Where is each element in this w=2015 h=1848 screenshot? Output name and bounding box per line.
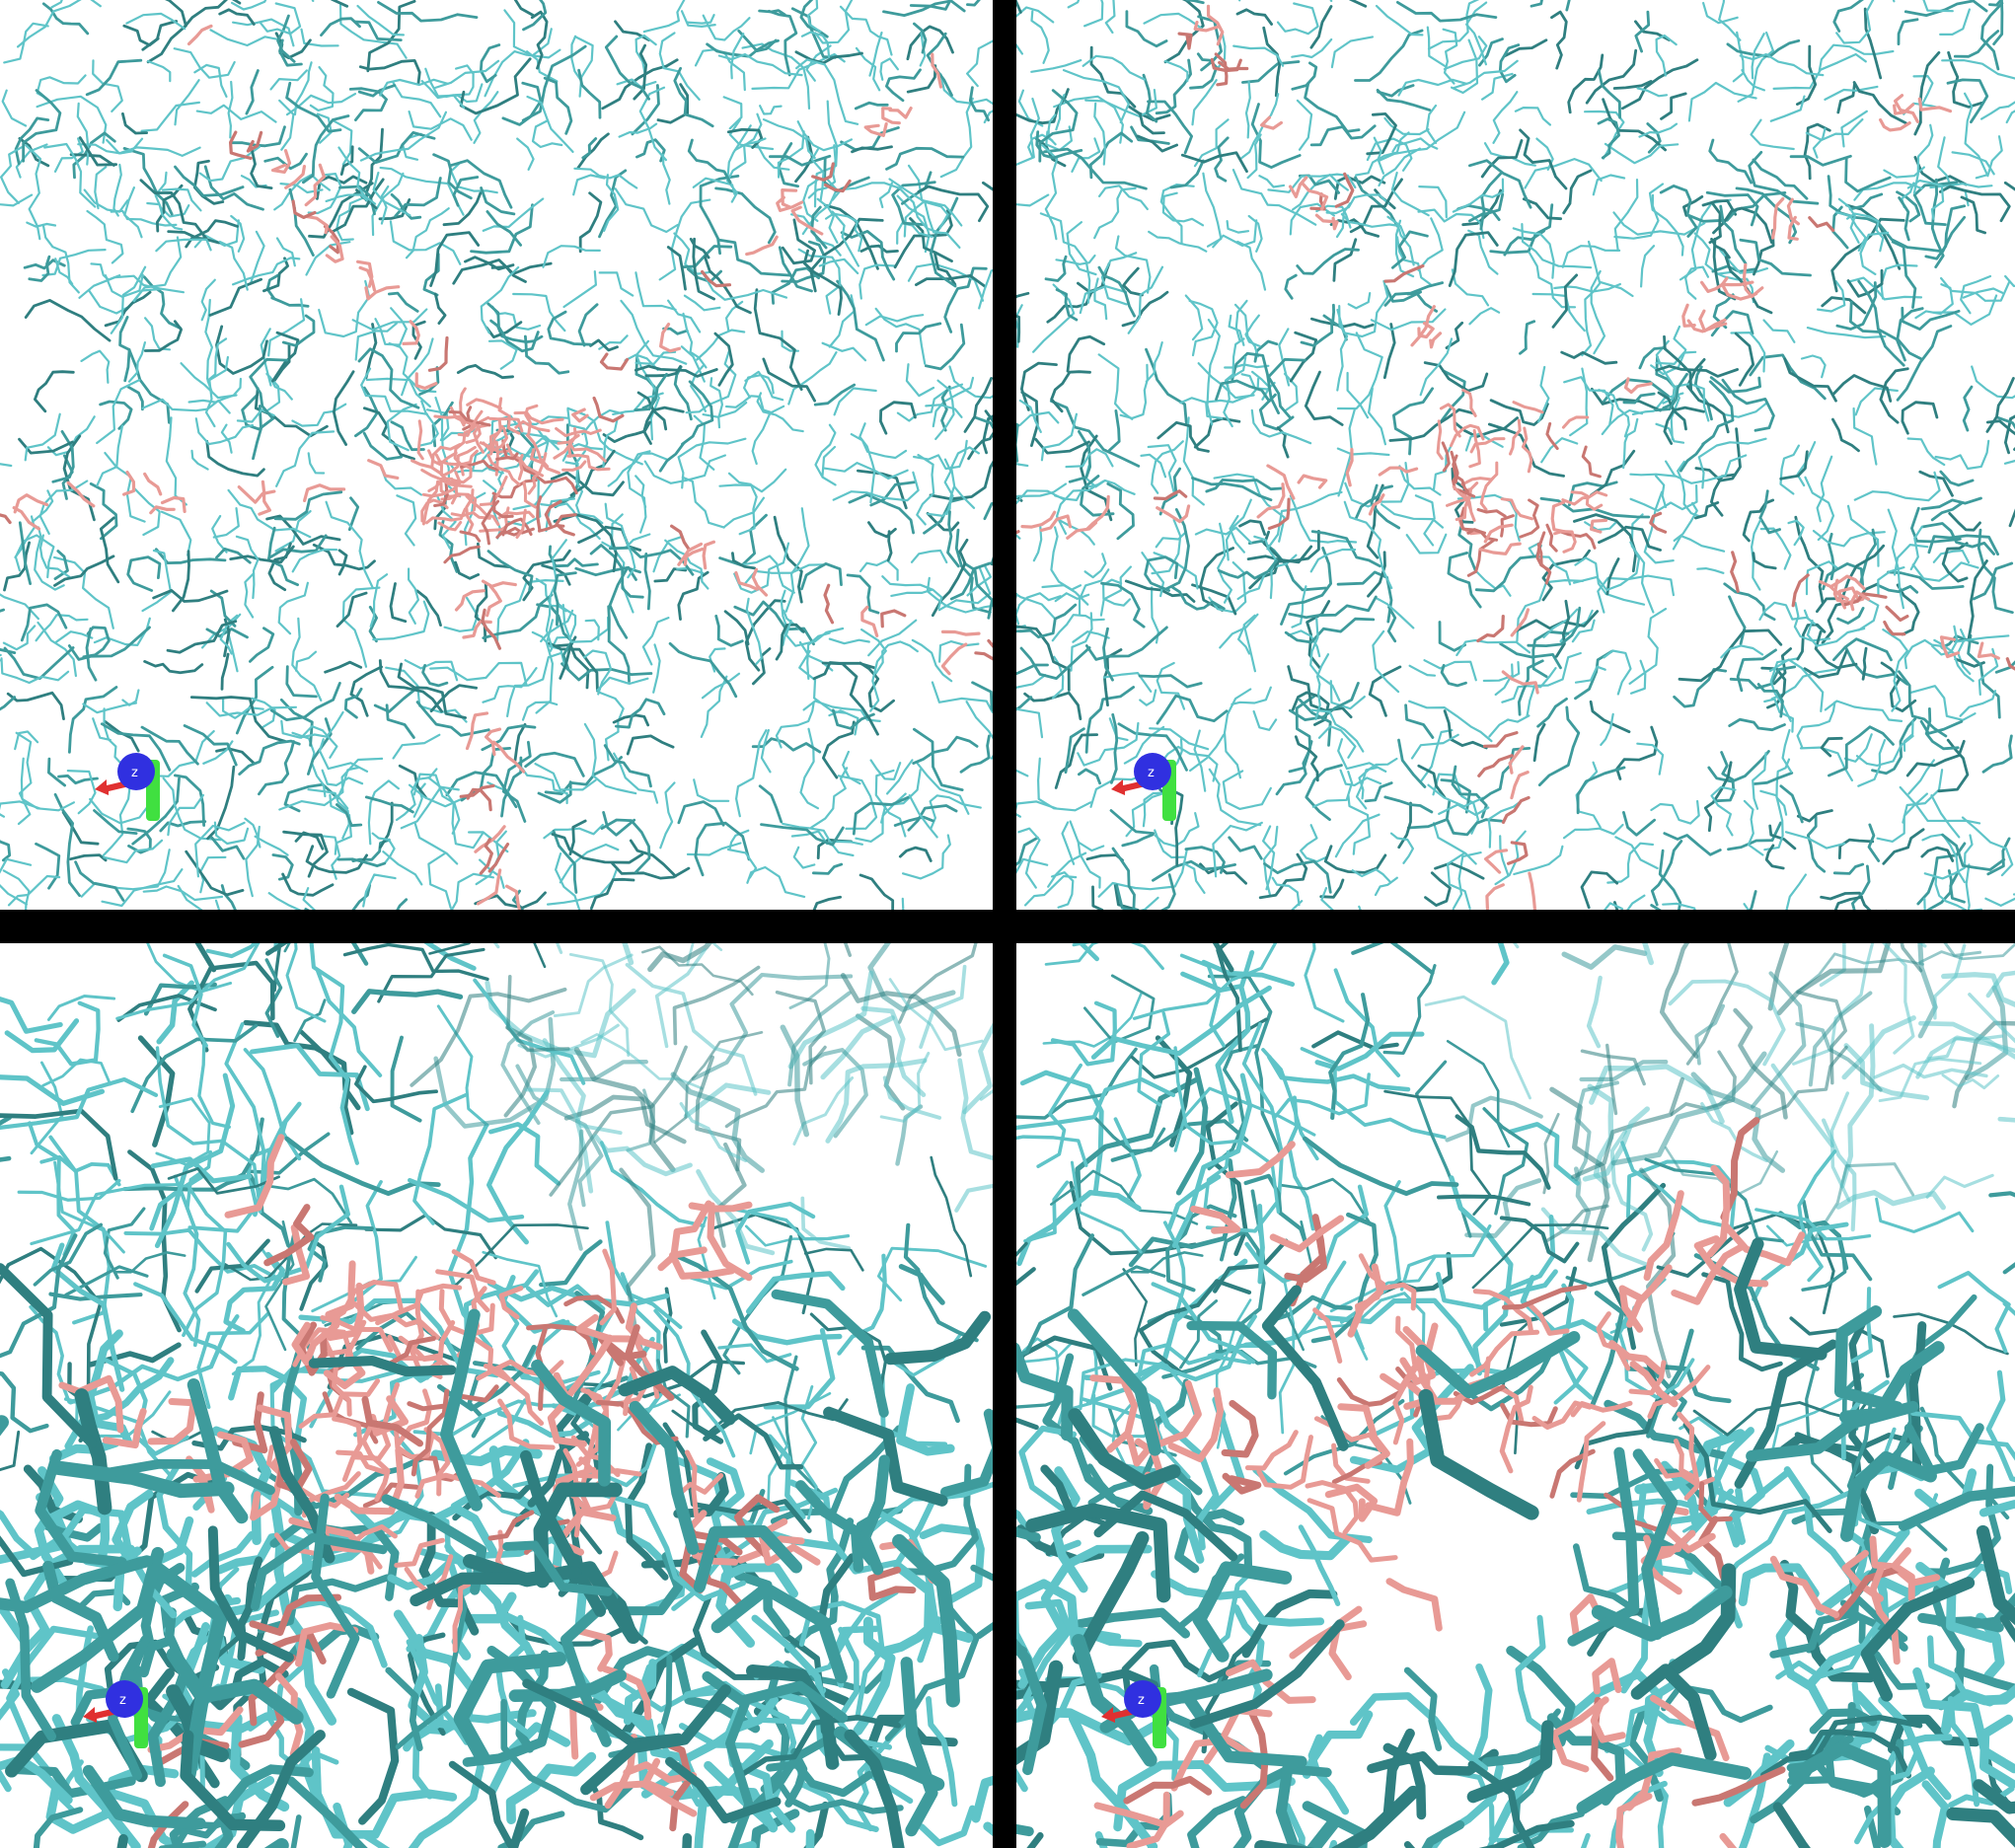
- molecular-network-render: [0, 943, 993, 1848]
- molecular-network-render: [0, 0, 993, 910]
- z-axis-label: z: [1138, 1693, 1145, 1708]
- viewport-bottom-right[interactable]: [1016, 943, 2015, 1848]
- z-axis-icon: [1134, 753, 1171, 790]
- z-axis-icon: [106, 1680, 143, 1718]
- axes-glyph-icon: z: [1101, 1680, 1166, 1748]
- axes-indicator-icon: z: [1101, 1680, 1166, 1748]
- axes-glyph-icon: z: [1111, 753, 1176, 821]
- axes-indicator-icon: z: [83, 1680, 148, 1748]
- viewport-top-right[interactable]: [1016, 0, 2015, 910]
- z-axis-label: z: [131, 766, 138, 780]
- viewport-bottom-left[interactable]: [0, 943, 993, 1848]
- z-axis-icon: [1124, 1680, 1161, 1718]
- molecular-network-render: [1016, 943, 2015, 1848]
- axes-indicator-icon: z: [1111, 753, 1176, 821]
- z-axis-icon: [117, 753, 155, 790]
- molecular-network-render: [1016, 0, 2015, 910]
- z-axis-label: z: [119, 1693, 126, 1708]
- axes-glyph-icon: z: [83, 1680, 148, 1748]
- axes-indicator-icon: z: [95, 753, 160, 821]
- axes-glyph-icon: z: [95, 753, 160, 821]
- z-axis-label: z: [1148, 766, 1155, 780]
- viewport-top-left[interactable]: [0, 0, 993, 910]
